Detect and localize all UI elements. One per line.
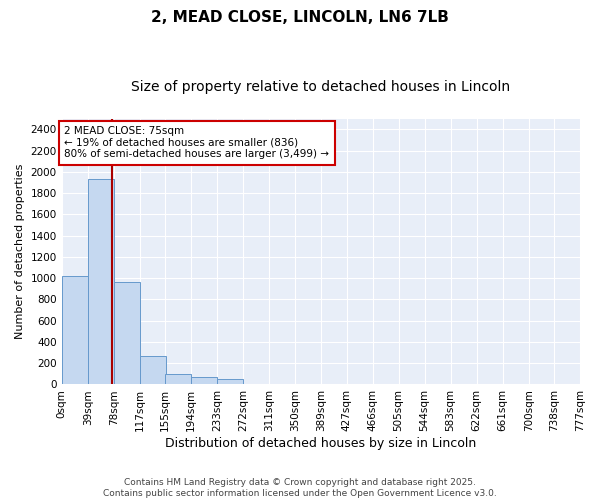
Text: 2, MEAD CLOSE, LINCOLN, LN6 7LB: 2, MEAD CLOSE, LINCOLN, LN6 7LB [151, 10, 449, 25]
Text: 2 MEAD CLOSE: 75sqm
← 19% of detached houses are smaller (836)
80% of semi-detac: 2 MEAD CLOSE: 75sqm ← 19% of detached ho… [64, 126, 329, 160]
Bar [140, 356, 166, 384]
Bar [165, 374, 191, 384]
Bar [88, 180, 114, 384]
Title: Size of property relative to detached houses in Lincoln: Size of property relative to detached ho… [131, 80, 511, 94]
Text: Contains HM Land Registry data © Crown copyright and database right 2025.
Contai: Contains HM Land Registry data © Crown c… [103, 478, 497, 498]
Bar [114, 282, 140, 384]
X-axis label: Distribution of detached houses by size in Lincoln: Distribution of detached houses by size … [165, 437, 476, 450]
Bar [62, 276, 88, 384]
Y-axis label: Number of detached properties: Number of detached properties [15, 164, 25, 340]
Bar [217, 379, 243, 384]
Bar [191, 377, 217, 384]
